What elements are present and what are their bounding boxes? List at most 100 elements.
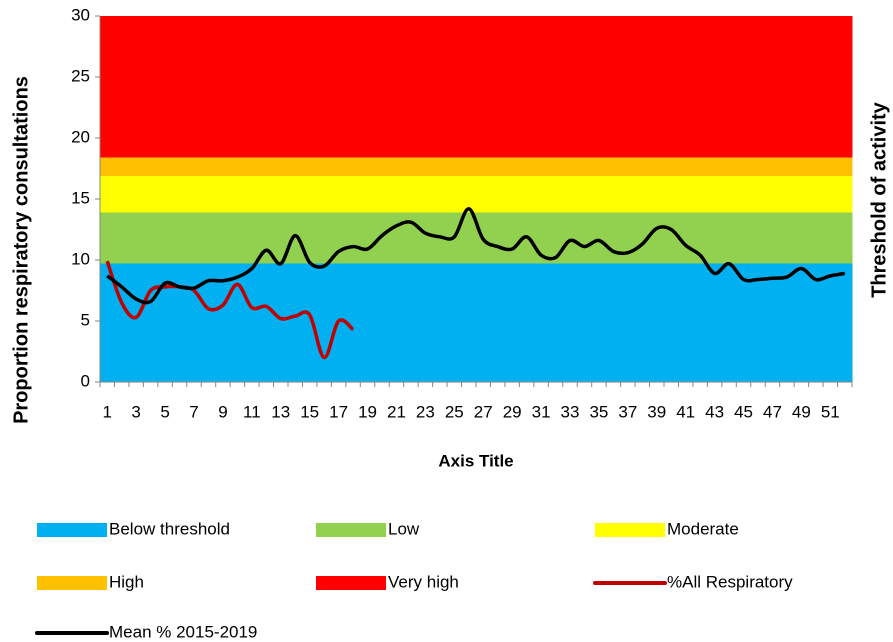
area-segment [721, 157, 737, 176]
area-segment [201, 16, 217, 158]
legend-label: %All Respiratory [667, 572, 793, 591]
area-segment [288, 16, 303, 158]
area-segment [360, 16, 376, 158]
area-segment [692, 175, 708, 213]
x-tick-label: 41 [676, 402, 695, 421]
area-segment [707, 212, 723, 264]
area-segment [244, 16, 260, 158]
area-segment [779, 212, 795, 264]
area-segment [562, 175, 578, 213]
area-segment [606, 157, 622, 176]
area-segment [808, 212, 824, 264]
area-segment [172, 263, 188, 382]
area-segment [432, 157, 448, 176]
area-segment [331, 16, 347, 158]
area-segment [794, 212, 810, 264]
area-segment [403, 16, 419, 158]
area-segment [273, 16, 289, 158]
area-segment [128, 16, 144, 158]
area-segment [664, 212, 679, 264]
area-segment [143, 16, 159, 158]
area-segment [418, 16, 434, 158]
area-segment [447, 263, 463, 382]
area-segment [461, 263, 477, 382]
area-segment [562, 157, 578, 176]
area-segment [649, 157, 665, 176]
area-segment [273, 175, 289, 213]
area-segment [186, 175, 202, 213]
area-segment [548, 157, 564, 176]
area-segment [504, 157, 520, 176]
area-segment [721, 16, 737, 158]
legend-swatch [37, 576, 107, 590]
area-segment [114, 157, 130, 176]
x-tick-label: 35 [589, 402, 608, 421]
area-segment [345, 175, 361, 213]
area-segment [143, 212, 159, 264]
area-segment [504, 175, 520, 213]
area-segment [186, 16, 202, 158]
x-tick-label: 31 [532, 402, 551, 421]
area-segment [750, 175, 766, 213]
area-segment [360, 157, 376, 176]
line [106, 207, 846, 305]
area-segment [447, 16, 463, 158]
area-segment [302, 157, 318, 176]
area-segment [808, 157, 824, 176]
area-segment [649, 212, 665, 264]
x-tick-label: 15 [300, 402, 319, 421]
area-segment [157, 175, 173, 213]
x-tick-label: 51 [821, 402, 840, 421]
y-tick-label: 30 [71, 5, 90, 24]
area-segment [635, 212, 651, 264]
x-tick-label: 21 [387, 402, 406, 421]
area-segment [128, 212, 144, 264]
area-segment [345, 157, 361, 176]
legend-label: Moderate [667, 519, 739, 538]
area-segment [230, 157, 246, 176]
area-segment [389, 212, 405, 264]
area-segment [128, 263, 144, 382]
area-segment [273, 263, 289, 382]
area-segment [316, 16, 332, 158]
area-segment [316, 175, 332, 213]
legend-swatch [316, 523, 386, 537]
area-segment [765, 16, 781, 158]
x-tick-label: 23 [416, 402, 435, 421]
area-segment [100, 212, 115, 264]
area-segment [837, 212, 853, 264]
area-segment [345, 16, 361, 158]
area-segment [114, 212, 130, 264]
area-segment [562, 16, 578, 158]
area-segment [808, 263, 824, 382]
area-segment [736, 175, 752, 213]
area-segment [533, 175, 549, 213]
area-segment [707, 16, 723, 158]
x-tick-label: 49 [792, 402, 811, 421]
area-segment [389, 16, 405, 158]
x-tick-label: 47 [763, 402, 782, 421]
area-segment [432, 16, 448, 158]
plot-area [99, 16, 853, 383]
area-segment [374, 212, 390, 264]
area-segment [418, 212, 434, 264]
area-segment [765, 263, 781, 382]
area-segment [172, 175, 188, 213]
area-segment [678, 263, 694, 382]
x-tick-label: 3 [131, 402, 140, 421]
area-segment [418, 175, 434, 213]
area-segment [490, 263, 506, 382]
area-segment [273, 212, 289, 264]
area-segment [606, 212, 622, 264]
area-segment [230, 263, 246, 382]
x-tick-label: 29 [503, 402, 522, 421]
area-segment [577, 212, 593, 264]
area-segment [418, 263, 434, 382]
area-segment [736, 16, 752, 158]
area-segment [606, 263, 622, 382]
area-segment [259, 16, 275, 158]
area-segment [230, 175, 246, 213]
area-segment [490, 175, 506, 213]
area-segment [230, 16, 246, 158]
area-segment [577, 263, 593, 382]
